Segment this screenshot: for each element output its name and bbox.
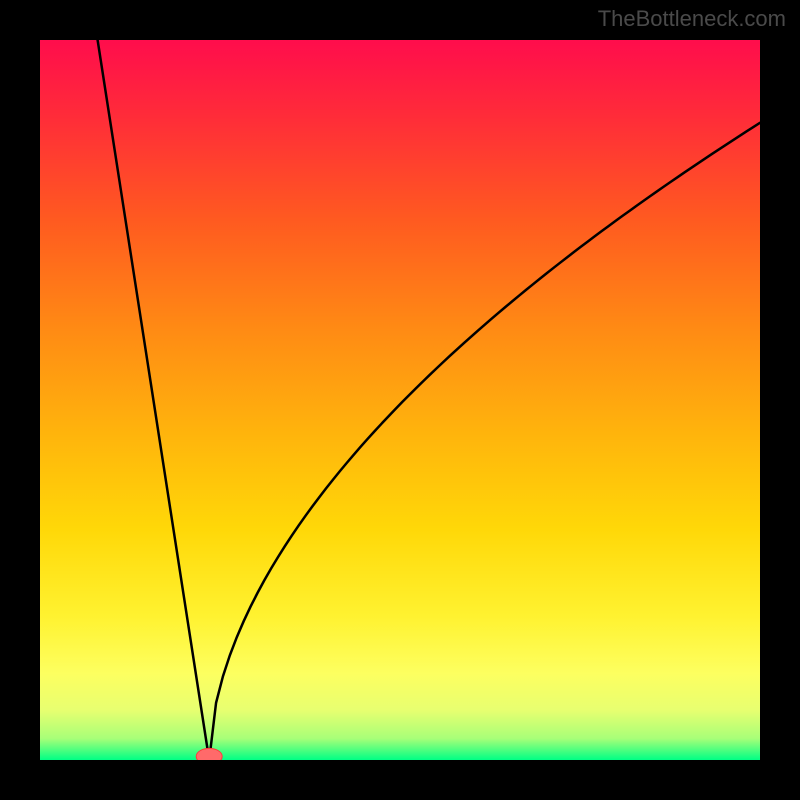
chart-container: TheBottleneck.com [0,0,800,800]
plot-area [40,40,760,760]
vertex-marker [196,748,222,760]
gradient-background [40,40,760,760]
watermark-text: TheBottleneck.com [598,6,786,32]
chart-svg [40,40,760,760]
